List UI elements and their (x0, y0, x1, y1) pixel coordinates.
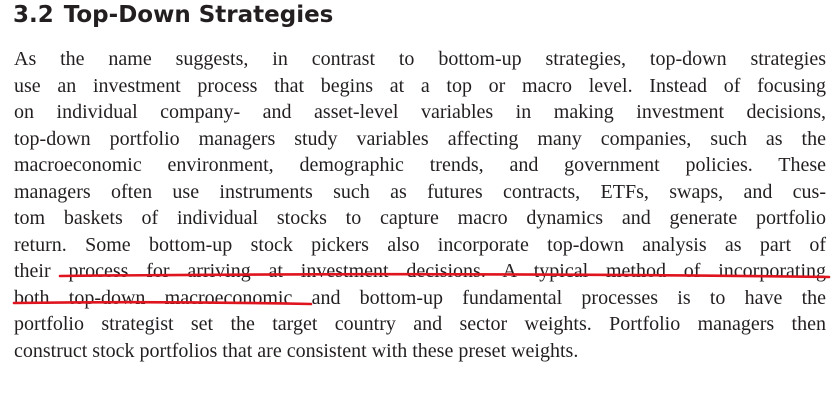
body-paragraph: As the name suggests, in contrast to bot… (14, 46, 826, 364)
section-heading: 3.2 Top-Down Strategies (13, 2, 333, 28)
paragraph-line: their process for arriving at investment… (14, 260, 826, 282)
paragraph-line: construct stock portfolios that are cons… (14, 339, 579, 362)
section-title: Top-Down Strategies (63, 2, 334, 28)
paragraph-line: use an investment process that begins at… (14, 74, 826, 97)
paragraph-line: top-down portfolio managers study variab… (14, 127, 826, 150)
paragraph-line: managers often use instruments such as f… (14, 180, 826, 203)
paragraph-line: return. Some bottom-up stock pickers als… (14, 233, 826, 256)
paragraph-line: portfolio strategist set the target coun… (14, 313, 826, 335)
paragraph-line: both top-down macroeconomic and bottom-u… (14, 286, 826, 309)
paragraph-line: As the name suggests, in contrast to bot… (14, 48, 826, 70)
paragraph-line: on individual company- and asset-level v… (14, 101, 826, 123)
paragraph-line: macroeconomic environment, demographic t… (14, 154, 826, 176)
section-number: 3.2 (13, 2, 54, 28)
paragraph-line: tom baskets of individual stocks to capt… (14, 207, 826, 229)
